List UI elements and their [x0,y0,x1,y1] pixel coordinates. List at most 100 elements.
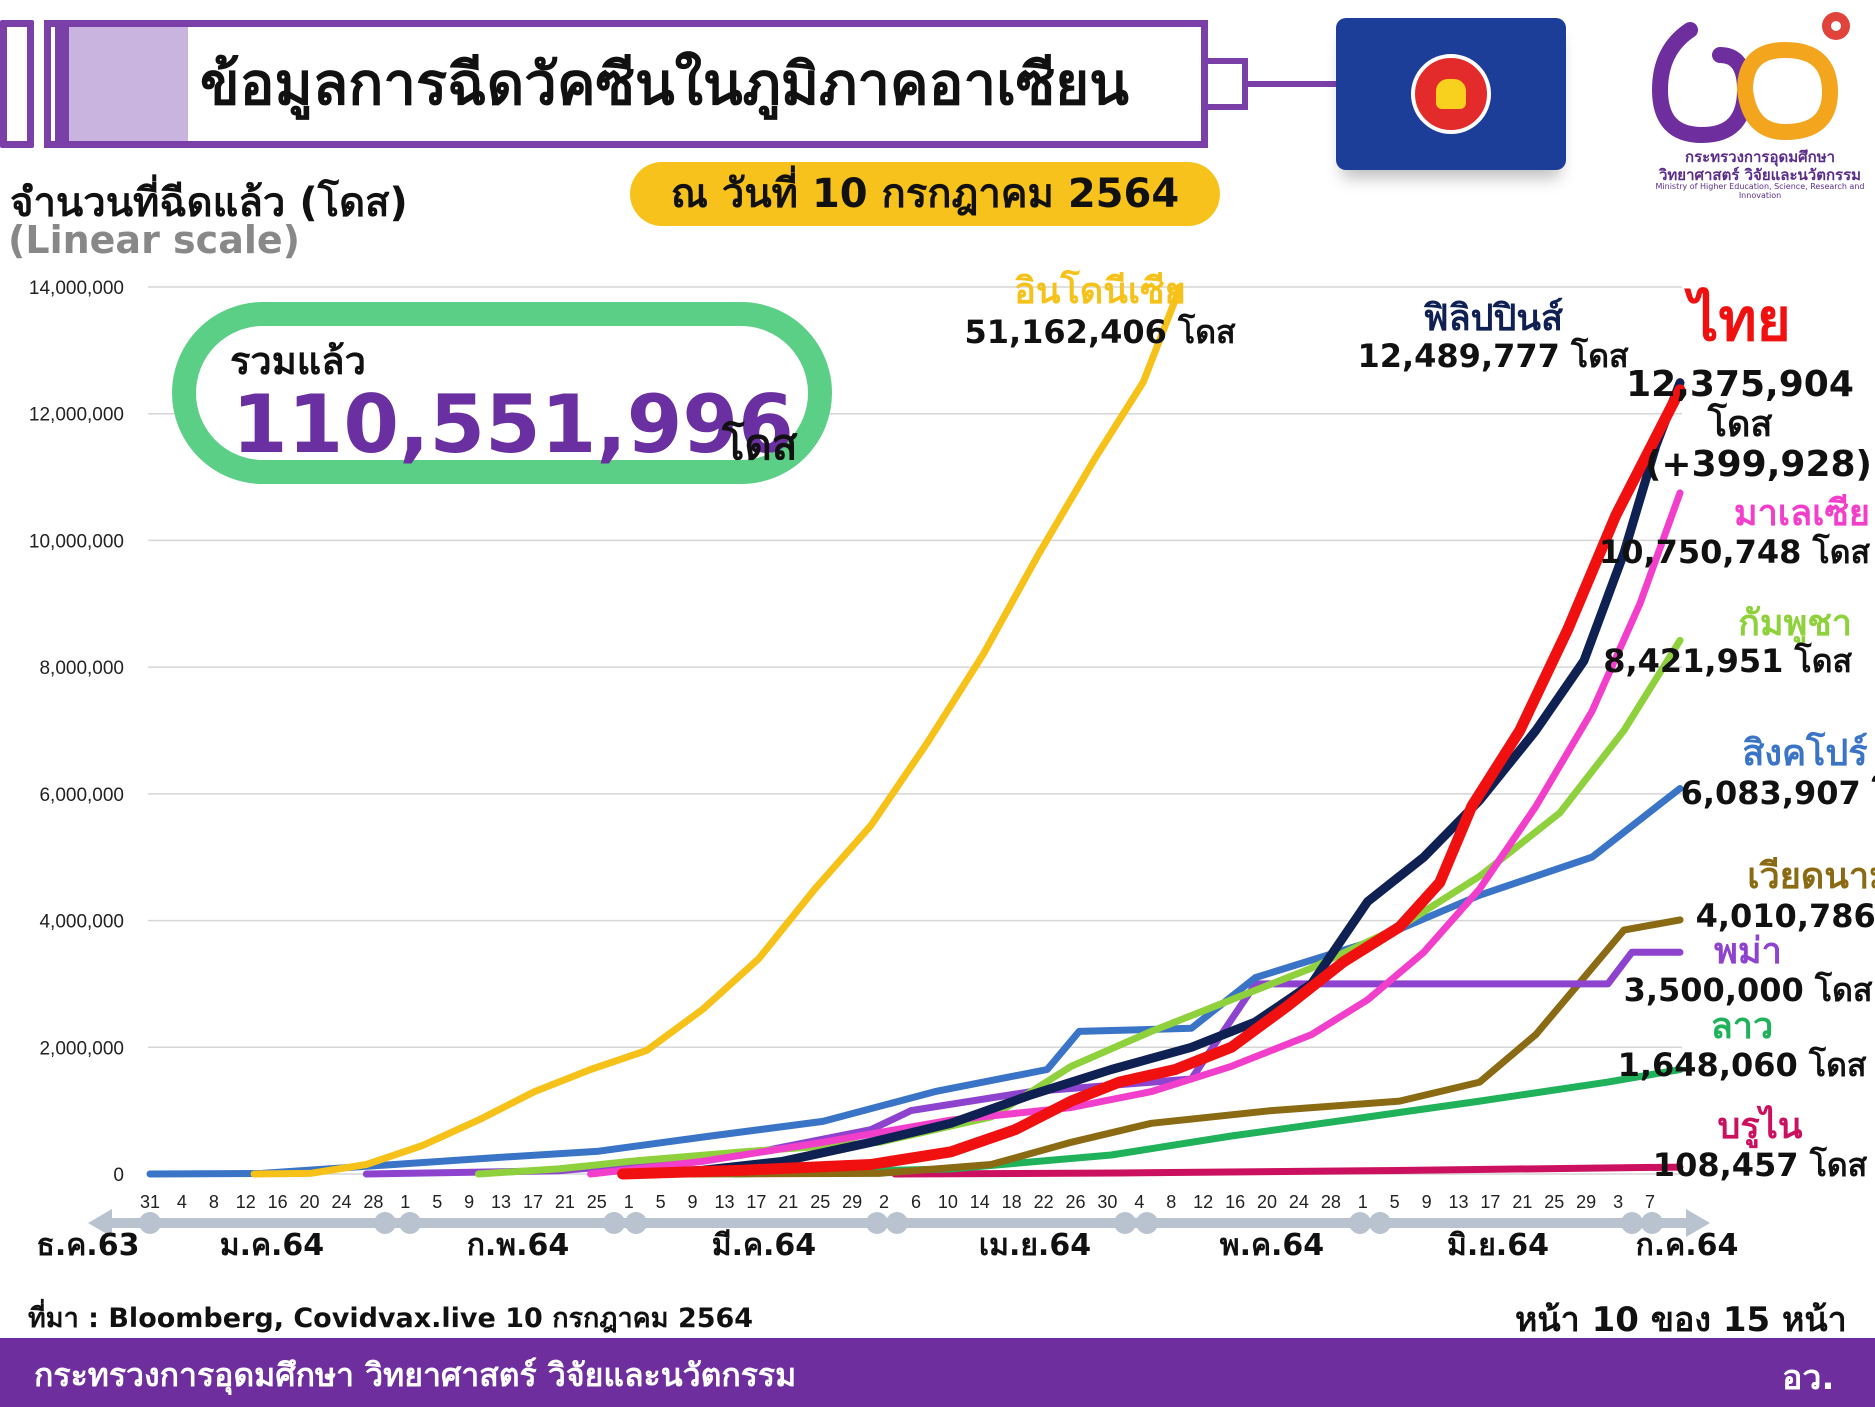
timeline-arrow-left [88,1209,112,1237]
x-tick-label: 18 [1002,1192,1022,1212]
series-line [474,636,1684,1178]
series-line [146,785,1684,1178]
total-unit: โดส [722,420,798,469]
page-title: ข้อมูลการฉีดวัคซีนในภูมิภาคอาเซียน [200,50,1129,118]
series-value-label: 6,083,907 โดส [1681,774,1875,812]
series-name-label: มาเลเซีย [1734,493,1870,534]
x-tick-label: 1 [400,1192,410,1212]
series-value-label: 108,457 โดส [1653,1146,1868,1184]
series-value-label: 4,010,786 โดส [1696,897,1875,935]
footer-abbr: อว. [1782,1358,1835,1398]
x-tick-label: 13 [1448,1192,1468,1212]
series-line [626,378,1685,1179]
x-tick-label: 12 [1193,1192,1213,1212]
x-tick-label: 9 [1422,1192,1432,1212]
timeline-dot [374,1212,396,1234]
month-label: พ.ค.64 [1220,1228,1324,1260]
x-tick-label: 17 [746,1192,766,1212]
x-tick-label: 6 [911,1192,921,1212]
rice-stalks-icon [1436,79,1466,109]
total-value: 110,551,996 [232,378,794,471]
series-line [250,283,1183,1178]
series-name-label: ลาว [1711,1006,1774,1047]
source-note: ที่มา : Bloomberg, Covidvax.live 10 กรกฎ… [28,1303,754,1334]
x-tick-label: 9 [688,1192,698,1212]
y-tick-label: 6,000,000 [39,785,124,806]
x-tick-label: 21 [778,1192,798,1212]
x-tick-label: 2 [879,1192,889,1212]
syringe-needle [1248,81,1338,87]
footer-ministry: กระทรวงการอุดมศึกษา วิทยาศาสตร์ วิจัยและ… [34,1356,797,1394]
series-delta-label: (+399,928) [1645,444,1872,485]
series-line [362,948,1684,1178]
timeline-dot [1621,1212,1643,1234]
series-value-label: 51,162,406 โดส [964,313,1236,351]
x-tick-label: 4 [1134,1192,1144,1212]
x-tick-label: 1 [624,1192,634,1212]
page-indicator: หน้า 10 ของ 15 หน้า [1515,1300,1847,1340]
x-tick-label: 8 [1166,1192,1176,1212]
x-tick-label: 31 [140,1192,160,1212]
x-tick-label: 21 [1512,1192,1532,1212]
month-label: ธ.ค.63 [37,1228,140,1260]
series-line [617,384,1686,1180]
asean-emblem-icon [1411,54,1491,134]
x-tick-label: 12 [236,1192,256,1212]
series-name-label: เวียดนาม [1747,856,1875,897]
ministry-logo-icon [1651,12,1850,144]
timeline-dot [866,1212,888,1234]
x-tick-label: 17 [1480,1192,1500,1212]
y-tick-label: 2,000,000 [39,1038,124,1059]
scale-note: (Linear scale) [8,218,300,262]
x-tick-label: 21 [555,1192,575,1212]
y-tick-label: 8,000,000 [39,658,124,679]
series-value-label: 10,750,748 โดส [1599,533,1871,571]
x-tick-label: 4 [177,1192,187,1212]
timeline-dot [603,1212,625,1234]
x-tick-label: 17 [523,1192,543,1212]
x-tick-label: 20 [1257,1192,1277,1212]
x-tick-label: 24 [331,1192,351,1212]
x-tick-label: 16 [1225,1192,1245,1212]
timeline-dot [625,1212,647,1234]
x-tick-label: 28 [1321,1192,1341,1212]
series-value-label: 1,648,060 โดส [1618,1046,1867,1084]
x-tick-label: 30 [1097,1192,1117,1212]
series-name-label: บรูไน [1718,1104,1803,1149]
x-tick-label: 7 [1645,1192,1655,1212]
series-name-label: สิงคโปร์ [1742,731,1868,774]
y-axis-label: จำนวนที่ฉีดแล้ว (โดส) [10,180,408,226]
y-tick-label: 0 [113,1165,124,1186]
timeline-arrow-right [1686,1209,1710,1237]
syringe-plunger [0,20,34,148]
timeline-dot [886,1212,908,1234]
x-tick-label: 5 [432,1192,442,1212]
month-label: ก.ค.64 [1636,1228,1739,1260]
x-tick-label: 13 [714,1192,734,1212]
x-tick-label: 29 [1576,1192,1596,1212]
y-tick-label: 14,000,000 [29,278,124,299]
x-tick-label: 5 [1390,1192,1400,1212]
x-tick-label: 5 [656,1192,666,1212]
series-value-label: 12,375,904 [1626,364,1854,405]
series-value-label: 12,489,777 โดส [1357,337,1629,375]
timeline-dot [1114,1212,1136,1234]
x-tick-label: 25 [810,1192,830,1212]
y-tick-label: 4,000,000 [39,912,124,933]
syringe-fill [69,27,188,141]
x-tick-label: 24 [1289,1192,1309,1212]
timeline-dot [1349,1212,1371,1234]
series-name-label: พม่า [1714,931,1782,972]
syringe-tip [1208,58,1248,110]
timeline-dot [399,1212,421,1234]
y-tick-label: 12,000,000 [29,405,124,426]
series-value-label: 3,500,000 โดส [1624,971,1873,1009]
x-tick-label: 8 [209,1192,219,1212]
x-tick-label: 28 [363,1192,383,1212]
x-tick-label: 22 [1034,1192,1054,1212]
series-name-label: ฟิลิปปินส์ [1423,297,1563,339]
asean-flag-icon [1336,18,1566,170]
timeline-dot [139,1212,161,1234]
syringe-ring [44,20,62,148]
x-tick-label: 25 [1544,1192,1564,1212]
